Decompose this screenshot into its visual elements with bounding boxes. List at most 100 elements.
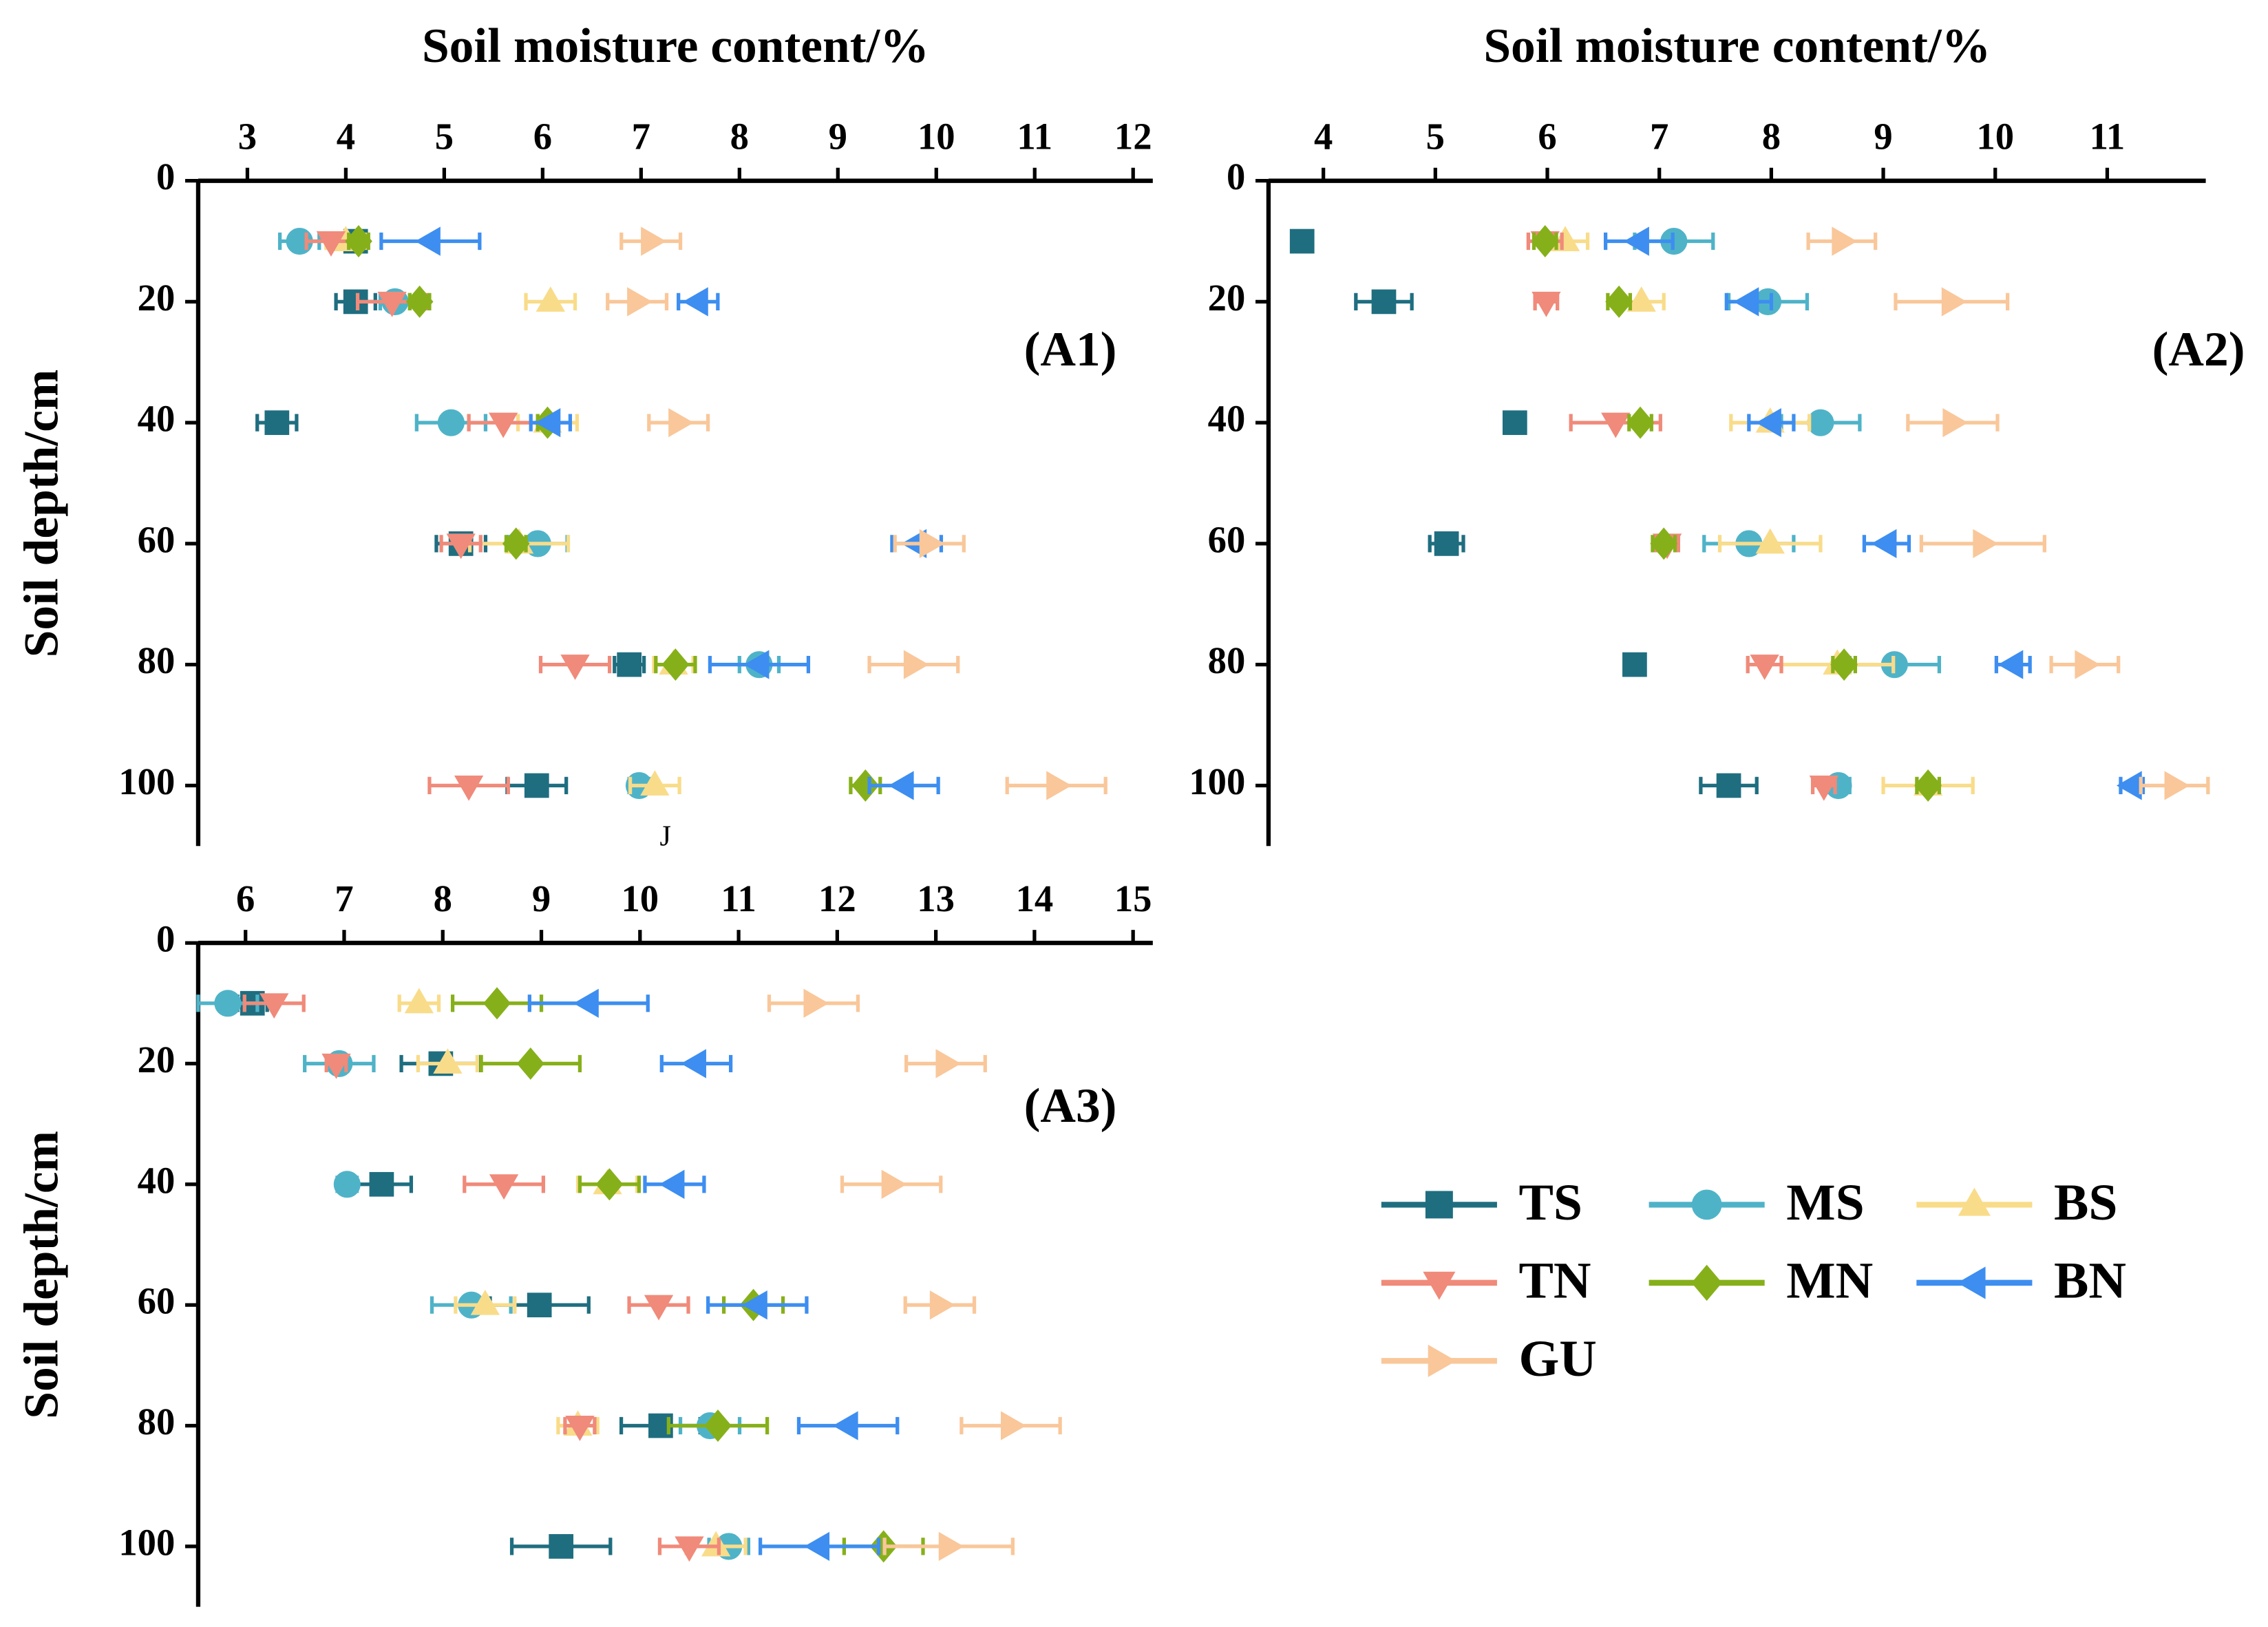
marker — [527, 1293, 552, 1318]
marker — [1807, 409, 1834, 436]
x-tick-label: 4 — [337, 115, 355, 157]
marker — [1750, 655, 1779, 680]
marker — [573, 988, 599, 1018]
marker — [617, 652, 642, 677]
marker — [1650, 527, 1678, 560]
legend-label: BN — [2054, 1252, 2126, 1309]
panel-label: (A3) — [1024, 1078, 1117, 1133]
x-tick-label: 9 — [532, 878, 551, 919]
x-tick-label: 7 — [632, 115, 650, 157]
marker — [333, 1171, 361, 1198]
legend-label: TN — [1518, 1252, 1591, 1309]
marker — [1550, 226, 1580, 252]
marker — [1716, 773, 1741, 798]
y-tick-label: 20 — [138, 1039, 176, 1081]
marker — [627, 287, 653, 317]
marker — [565, 1416, 595, 1441]
marker — [701, 1531, 731, 1557]
marker — [929, 1290, 955, 1320]
x-tick-label: 8 — [1762, 115, 1781, 157]
marker — [1733, 287, 1759, 317]
x-tick-label: 7 — [1650, 115, 1668, 157]
y-tick-label: 40 — [1208, 398, 1246, 440]
marker — [888, 771, 914, 800]
x-tick-label: 6 — [533, 115, 552, 157]
y-tick-label: 60 — [138, 518, 176, 560]
marker — [675, 1536, 704, 1562]
marker — [369, 1171, 394, 1197]
marker — [661, 648, 690, 681]
marker — [2164, 771, 2190, 800]
marker — [1289, 228, 1315, 254]
marker — [919, 529, 945, 559]
legend-marker — [1428, 1344, 1456, 1377]
y-tick-label: 0 — [156, 918, 175, 960]
x-tick-label: 9 — [1874, 115, 1892, 157]
marker — [321, 1053, 351, 1079]
y-tick-label: 20 — [138, 277, 176, 319]
marker — [2075, 650, 2101, 679]
panel-label: (A1) — [1024, 322, 1117, 376]
panel-label: (A2) — [2152, 322, 2245, 376]
marker — [832, 1411, 858, 1440]
marker — [454, 775, 484, 801]
x-tick-label: 11 — [1017, 115, 1052, 157]
marker — [1871, 529, 1897, 559]
marker — [682, 287, 708, 317]
marker — [641, 226, 666, 256]
marker — [516, 1047, 544, 1080]
marker — [415, 226, 441, 256]
annotation: J — [659, 820, 670, 852]
x-tick-label: 8 — [434, 878, 452, 919]
legend-label: BS — [2054, 1174, 2118, 1231]
y-tick-label: 100 — [118, 761, 175, 802]
marker — [1626, 406, 1654, 439]
y-tick-label: 20 — [1208, 277, 1246, 319]
marker — [668, 408, 694, 438]
y-tick-label: 60 — [1208, 518, 1246, 560]
marker — [1832, 226, 1858, 256]
x-tick-label: 7 — [335, 878, 353, 919]
marker — [1601, 412, 1631, 438]
marker — [1434, 531, 1459, 556]
marker — [681, 1049, 706, 1078]
marker — [1755, 528, 1785, 554]
y-tick-label: 80 — [138, 1401, 176, 1443]
y-tick-label: 80 — [138, 639, 176, 681]
marker — [489, 412, 518, 438]
marker — [1830, 648, 1858, 681]
marker — [659, 1169, 685, 1199]
legend-marker — [1958, 1187, 1991, 1216]
marker — [595, 1168, 624, 1201]
x-tick-label: 5 — [435, 115, 454, 157]
x-tick-label: 9 — [829, 115, 847, 157]
y-tick-label: 0 — [1227, 156, 1245, 198]
marker — [489, 1174, 519, 1200]
legend-marker — [1691, 1189, 1722, 1220]
marker — [1626, 286, 1656, 312]
x-tick-label: 11 — [721, 878, 756, 919]
marker — [316, 231, 346, 257]
marker — [502, 527, 530, 560]
marker — [535, 408, 561, 438]
marker — [1914, 769, 1942, 802]
x-tick-label: 14 — [1016, 878, 1054, 919]
marker — [1371, 289, 1397, 315]
x-axis-title: Soil moisture content/% — [1483, 19, 1991, 73]
x-tick-label: 12 — [818, 878, 856, 919]
marker — [1605, 285, 1633, 318]
marker — [549, 1534, 574, 1559]
marker — [851, 769, 880, 802]
y-tick-label: 40 — [138, 1159, 176, 1201]
marker — [405, 285, 434, 318]
marker — [377, 291, 407, 317]
marker — [524, 773, 549, 798]
marker — [1624, 226, 1649, 256]
marker — [1973, 529, 1999, 559]
x-tick-label: 10 — [918, 115, 955, 157]
marker — [704, 1410, 732, 1443]
marker — [1001, 1411, 1026, 1440]
x-tick-label: 8 — [730, 115, 749, 157]
